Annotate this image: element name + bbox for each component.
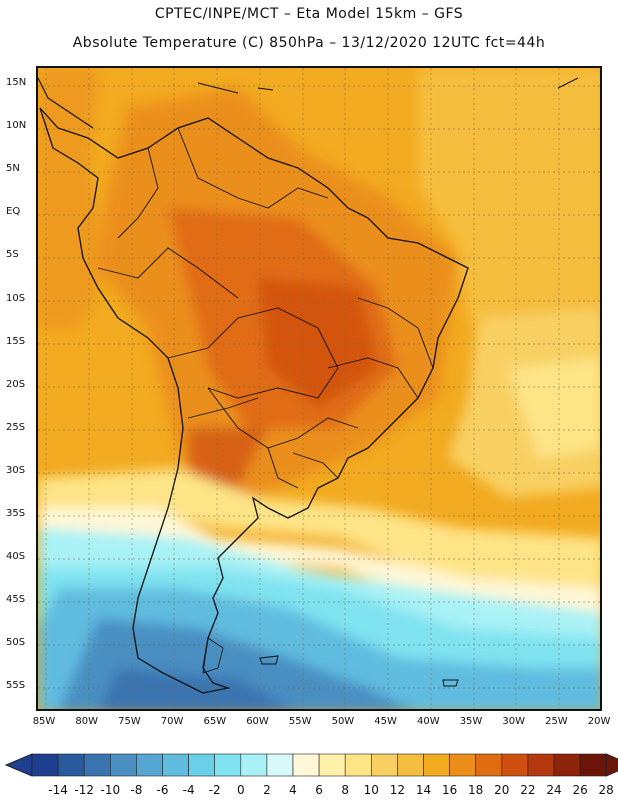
lat-label: 55S [6, 680, 26, 692]
colorbar-label: 14 [415, 783, 432, 797]
colorbar-label: 6 [315, 783, 323, 797]
lon-label: 65W [203, 716, 227, 727]
lon-label: 70W [160, 716, 184, 727]
lon-label: 45W [374, 716, 397, 727]
lat-label: 20S [6, 378, 26, 390]
colorbar-swatch [370, 753, 398, 777]
lat-label: 45S [6, 594, 26, 606]
temperature-map [36, 66, 602, 711]
lon-label: 60W [246, 716, 269, 727]
lat-label: 10S [6, 292, 26, 304]
colorbar-label: 4 [289, 783, 297, 797]
colorbar-label: 24 [546, 783, 562, 797]
lon-label: 50W [331, 716, 355, 727]
lat-label: EQ [6, 206, 21, 218]
lat-label: 50S [6, 637, 26, 649]
colorbar-swatch [292, 753, 320, 777]
colorbar-arrow-left [4, 753, 33, 777]
colorbar-swatch [136, 753, 163, 777]
colorbar-label: -14 [48, 783, 68, 797]
lon-label: 40W [416, 716, 440, 727]
lat-label: 40S [6, 551, 26, 563]
colorbar-swatch [501, 753, 529, 777]
lon-label: 35W [459, 716, 483, 727]
lon-label: 30W [502, 716, 525, 727]
colorbar-label: 2 [263, 783, 271, 797]
colorbar-swatch [162, 753, 189, 777]
colorbar-swatch [397, 753, 424, 777]
colorbar-swatch [31, 753, 59, 777]
colorbar-label: 8 [341, 783, 350, 797]
colorbar-swatch [240, 753, 268, 777]
colorbar-swatch [57, 753, 85, 777]
lon-label: 55W [288, 716, 312, 727]
lat-label: 5S [6, 249, 19, 261]
lat-label: 35S [6, 508, 26, 519]
colorbar-label: -2 [208, 783, 221, 797]
colorbar-swatch [83, 753, 111, 777]
colorbar-label: 12 [389, 783, 406, 797]
colorbar-label: 10 [363, 783, 379, 797]
lon-label: 25W [545, 716, 568, 727]
colorbar-swatch [423, 753, 450, 777]
lon-label: 80W [75, 716, 98, 727]
colorbar-label: -10 [100, 783, 121, 797]
colorbar-label: -6 [156, 783, 169, 797]
colorbar-label: 26 [572, 783, 588, 797]
lat-label: 15N [6, 77, 27, 88]
chart-subtitle: Absolute Temperature (C) 850hPa – 13/12/… [72, 35, 546, 51]
lon-label: 75W [118, 716, 141, 727]
lat-label: 25S [6, 421, 26, 433]
colorbar-label: 22 [520, 783, 536, 797]
lat-label: 30S [6, 464, 26, 476]
colorbar-swatch [449, 753, 477, 777]
colorbar-label: 0 [236, 783, 245, 797]
colorbar-label: 20 [494, 783, 510, 797]
map-canvas [38, 68, 600, 709]
lat-label: 5N [6, 163, 20, 175]
lat-label: 15S [6, 335, 26, 347]
colorbar-swatch [475, 753, 503, 777]
colorbar-swatch [553, 753, 581, 777]
colorbar-label: 28 [598, 783, 614, 797]
colorbar-swatch [527, 753, 555, 777]
lon-label: 85W [32, 716, 56, 727]
lat-label: 10N [6, 120, 27, 132]
colorbar-arrow-right [605, 753, 618, 777]
chart-title: CPTEC/INPE/MCT – Eta Model 15km – GFS [154, 6, 464, 22]
colorbar-label: 16 [441, 783, 458, 797]
colorbar-swatch [344, 753, 372, 777]
continent-outline [39, 107, 469, 694]
colorbar-label: -4 [182, 783, 195, 797]
colorbar-swatch [266, 753, 294, 777]
colorbar-label: -12 [74, 783, 94, 797]
colorbar-swatch [318, 753, 346, 777]
colorbar-swatch [110, 753, 137, 777]
colorbar-swatch [214, 753, 242, 777]
colorbar-label: 18 [468, 783, 484, 797]
colorbar-scale [4, 753, 618, 777]
colorbar-swatch [188, 753, 216, 777]
lon-label: 20W [587, 716, 611, 727]
colorbar-swatch [579, 753, 607, 777]
colorbar-label: -8 [130, 783, 143, 797]
